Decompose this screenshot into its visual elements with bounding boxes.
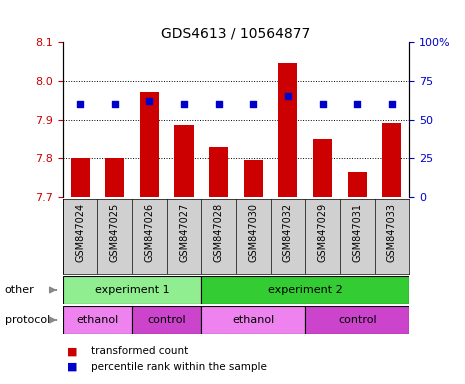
Text: GSM847027: GSM847027 <box>179 203 189 262</box>
Text: GSM847030: GSM847030 <box>248 203 259 262</box>
Text: control: control <box>147 315 186 325</box>
Bar <box>382 123 401 197</box>
Text: other: other <box>5 285 34 295</box>
Text: GSM847028: GSM847028 <box>213 203 224 262</box>
Text: GSM847026: GSM847026 <box>144 203 154 262</box>
Text: transformed count: transformed count <box>91 346 188 356</box>
Text: ■: ■ <box>67 346 78 356</box>
Text: GSM847029: GSM847029 <box>318 203 328 262</box>
Bar <box>348 172 367 197</box>
Point <box>76 101 84 107</box>
Text: GSM847024: GSM847024 <box>75 203 85 262</box>
Bar <box>132 306 201 334</box>
Bar <box>201 306 305 334</box>
Bar <box>174 125 193 197</box>
Text: ■: ■ <box>67 362 78 372</box>
Text: ethanol: ethanol <box>232 315 274 325</box>
Point <box>388 101 396 107</box>
Bar <box>105 158 124 197</box>
Text: GSM847031: GSM847031 <box>352 203 362 262</box>
Bar <box>279 63 298 197</box>
Text: GSM847025: GSM847025 <box>110 203 120 262</box>
Bar <box>63 306 132 334</box>
Bar <box>209 147 228 197</box>
Bar <box>71 158 90 197</box>
Bar <box>63 276 201 304</box>
Bar <box>244 160 263 197</box>
Point <box>284 93 292 99</box>
Text: experiment 1: experiment 1 <box>95 285 169 295</box>
Title: GDS4613 / 10564877: GDS4613 / 10564877 <box>161 27 311 41</box>
Text: control: control <box>338 315 377 325</box>
Text: ethanol: ethanol <box>76 315 119 325</box>
Bar <box>305 306 409 334</box>
Text: GSM847033: GSM847033 <box>387 203 397 262</box>
Point <box>353 101 361 107</box>
Point <box>319 101 326 107</box>
Text: percentile rank within the sample: percentile rank within the sample <box>91 362 266 372</box>
Text: protocol: protocol <box>5 315 50 325</box>
Text: experiment 2: experiment 2 <box>268 285 343 295</box>
Bar <box>201 276 409 304</box>
Point <box>111 101 119 107</box>
Bar <box>140 93 159 197</box>
Point <box>180 101 188 107</box>
Bar <box>313 139 332 197</box>
Point <box>215 101 222 107</box>
Point <box>146 98 153 104</box>
Point <box>250 101 257 107</box>
Text: GSM847032: GSM847032 <box>283 203 293 262</box>
